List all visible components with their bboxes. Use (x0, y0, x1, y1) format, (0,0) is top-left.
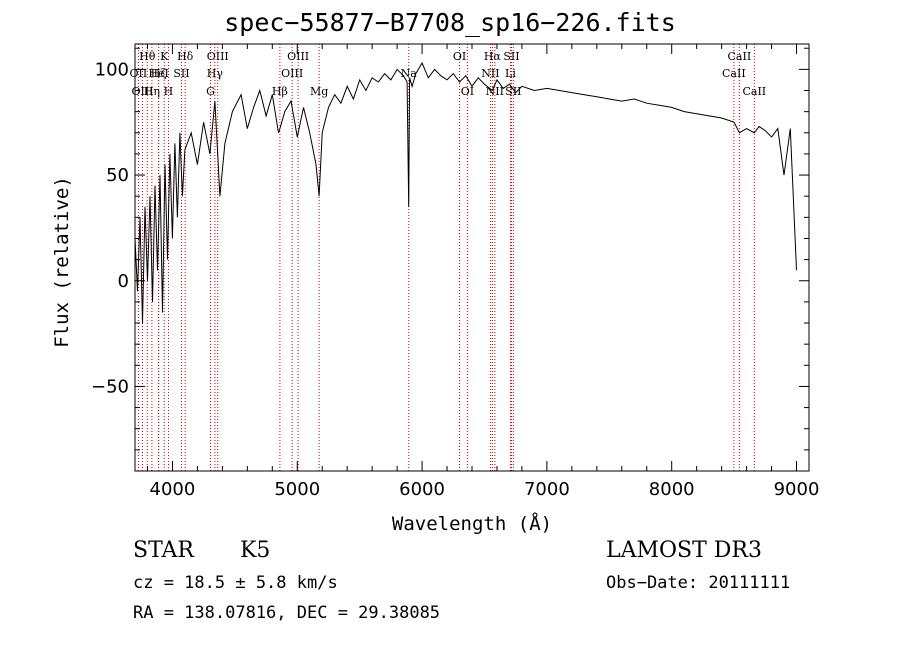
line-marker-label-26: CaII (722, 67, 746, 80)
obs-date-text: Obs−Date: 20111111 (606, 573, 791, 593)
line-marker-label-20: NII (481, 67, 499, 80)
line-marker-label-24: Li (505, 67, 516, 80)
axis-ticks (135, 44, 809, 471)
line-marker-label-11: Hγ (207, 67, 224, 80)
x-axis-label: Wavelength (Å) (392, 512, 552, 535)
y-axis-label: Flux (relative) (51, 176, 73, 348)
x-tick-label-1: 5000 (274, 479, 320, 500)
y-tick-label-2: 50 (106, 165, 129, 186)
emission-line-markers (137, 44, 755, 471)
y-tick-label-0: −50 (91, 376, 129, 397)
line-marker-label-4: Hζ (151, 67, 167, 80)
x-tick-label-5: 9000 (774, 479, 820, 500)
line-marker-label-28: CaII (742, 85, 766, 98)
redshift-text: cz = 18.5 ± 5.8 km/s (133, 573, 338, 593)
line-marker-label-18: OI (453, 50, 466, 63)
coordinates-text: RA = 138.07816, DEC = 29.38085 (133, 603, 441, 623)
line-marker-label-8: SII (173, 67, 189, 80)
line-marker-label-5: HeI (148, 67, 168, 80)
line-marker-label-3: Hη (144, 85, 160, 98)
line-marker-label-25: SII (505, 85, 521, 98)
x-tick-label-2: 6000 (399, 479, 445, 500)
spectrum-line (134, 61, 797, 324)
line-marker-label-17: Na (401, 67, 418, 80)
y-tick-labels: −50 0 50 100 (91, 59, 129, 397)
plot-frame (134, 43, 810, 472)
line-marker-label-12: G (206, 85, 215, 98)
line-marker-label-13: Hβ (272, 85, 288, 98)
line-marker-label-7: H (164, 85, 174, 98)
line-marker-label-21: Hα (484, 50, 502, 63)
line-marker-label-6: K (160, 50, 169, 63)
line-marker-label-14: OIII (281, 67, 303, 80)
line-marker-label-16: Mg (310, 85, 328, 98)
y-tick-label-1: 0 (118, 271, 129, 292)
line-marker-label-2: OIII (131, 85, 153, 98)
line-marker-label-15: OIII (287, 50, 309, 63)
line-marker-label-9: Hδ (177, 50, 194, 63)
line-marker-label-27: CaII (728, 50, 752, 63)
x-tick-labels: 4000 5000 6000 7000 8000 9000 (150, 479, 820, 500)
x-tick-label-4: 8000 (649, 479, 695, 500)
object-class: STAR (133, 538, 194, 563)
line-marker-label-23: SII (503, 50, 519, 63)
line-marker-label-1: OII (130, 67, 148, 80)
spectral-subclass: K5 (240, 538, 271, 563)
survey-name: LAMOST DR3 (606, 538, 762, 563)
x-tick-label-3: 7000 (524, 479, 570, 500)
line-marker-label-19: OI (461, 85, 474, 98)
line-marker-label-0: Hθ (139, 50, 156, 63)
chart-title: spec−55877−B7708_sp16−226.fits (224, 8, 676, 37)
y-tick-label-3: 100 (95, 59, 129, 80)
x-tick-label-0: 4000 (150, 479, 196, 500)
line-marker-label-10: OIII (207, 50, 229, 63)
